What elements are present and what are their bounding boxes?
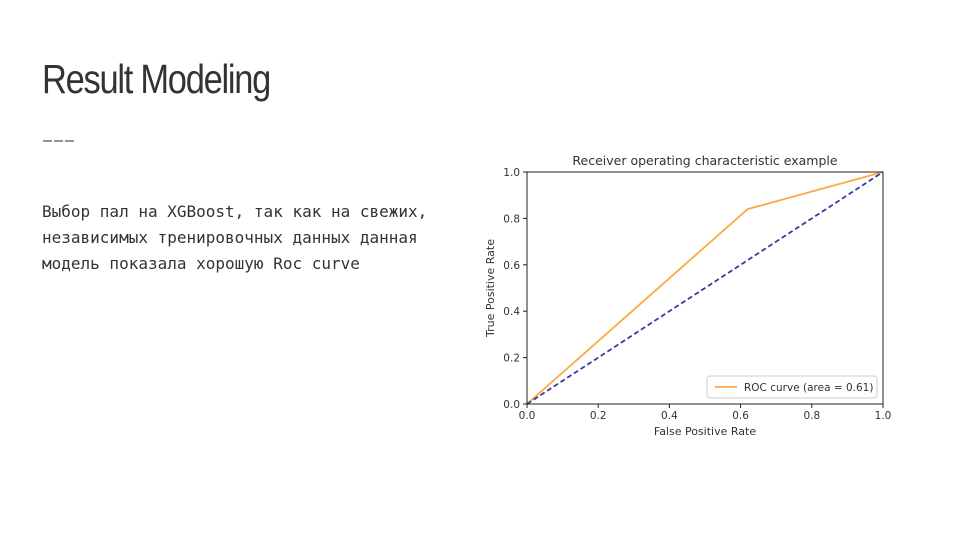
legend-box bbox=[706, 375, 878, 399]
x-tick-label: 1.0 bbox=[875, 410, 892, 422]
title-underline: ——— bbox=[43, 131, 77, 149]
y-tick-label: 0.4 bbox=[503, 306, 520, 318]
y-tick-label: 0.2 bbox=[503, 353, 520, 365]
x-tick-label: 0.8 bbox=[803, 410, 820, 422]
y-tick-label: 0.0 bbox=[503, 399, 520, 411]
x-tick-label: 0.0 bbox=[519, 410, 536, 422]
slide-title: Result Modeling bbox=[42, 56, 271, 102]
x-axis-label: False Positive Rate bbox=[654, 425, 756, 438]
body-text: Выбор пал на XGBoost, так как на свежих,… bbox=[42, 202, 428, 273]
y-axis-label: True Positive Rate bbox=[484, 239, 497, 338]
x-tick-label: 0.4 bbox=[661, 410, 678, 422]
roc-curve-line bbox=[526, 171, 884, 405]
legend: ROC curve (area = 0.61) bbox=[706, 375, 878, 399]
plot-frame bbox=[526, 171, 884, 405]
x-tick-label: 0.6 bbox=[732, 410, 749, 422]
y-tick-label: 0.8 bbox=[503, 213, 520, 225]
plot-area bbox=[526, 171, 884, 405]
chance-diagonal-line bbox=[526, 171, 884, 405]
y-tick-label: 1.0 bbox=[503, 167, 520, 179]
axis-ticks: 0.0 0.2 0.4 0.6 0.8 1.0 0.0 0.2 0.4 0.6 0.8 1.0 bbox=[503, 167, 891, 422]
roc-chart: Receiver operating characteristic exampl… bbox=[484, 153, 891, 438]
legend-label: ROC curve (area = 0.61) bbox=[744, 382, 873, 394]
chart-title: Receiver operating characteristic exampl… bbox=[572, 153, 838, 168]
x-tick-label: 0.2 bbox=[590, 410, 607, 422]
y-tick-label: 0.6 bbox=[503, 260, 520, 272]
